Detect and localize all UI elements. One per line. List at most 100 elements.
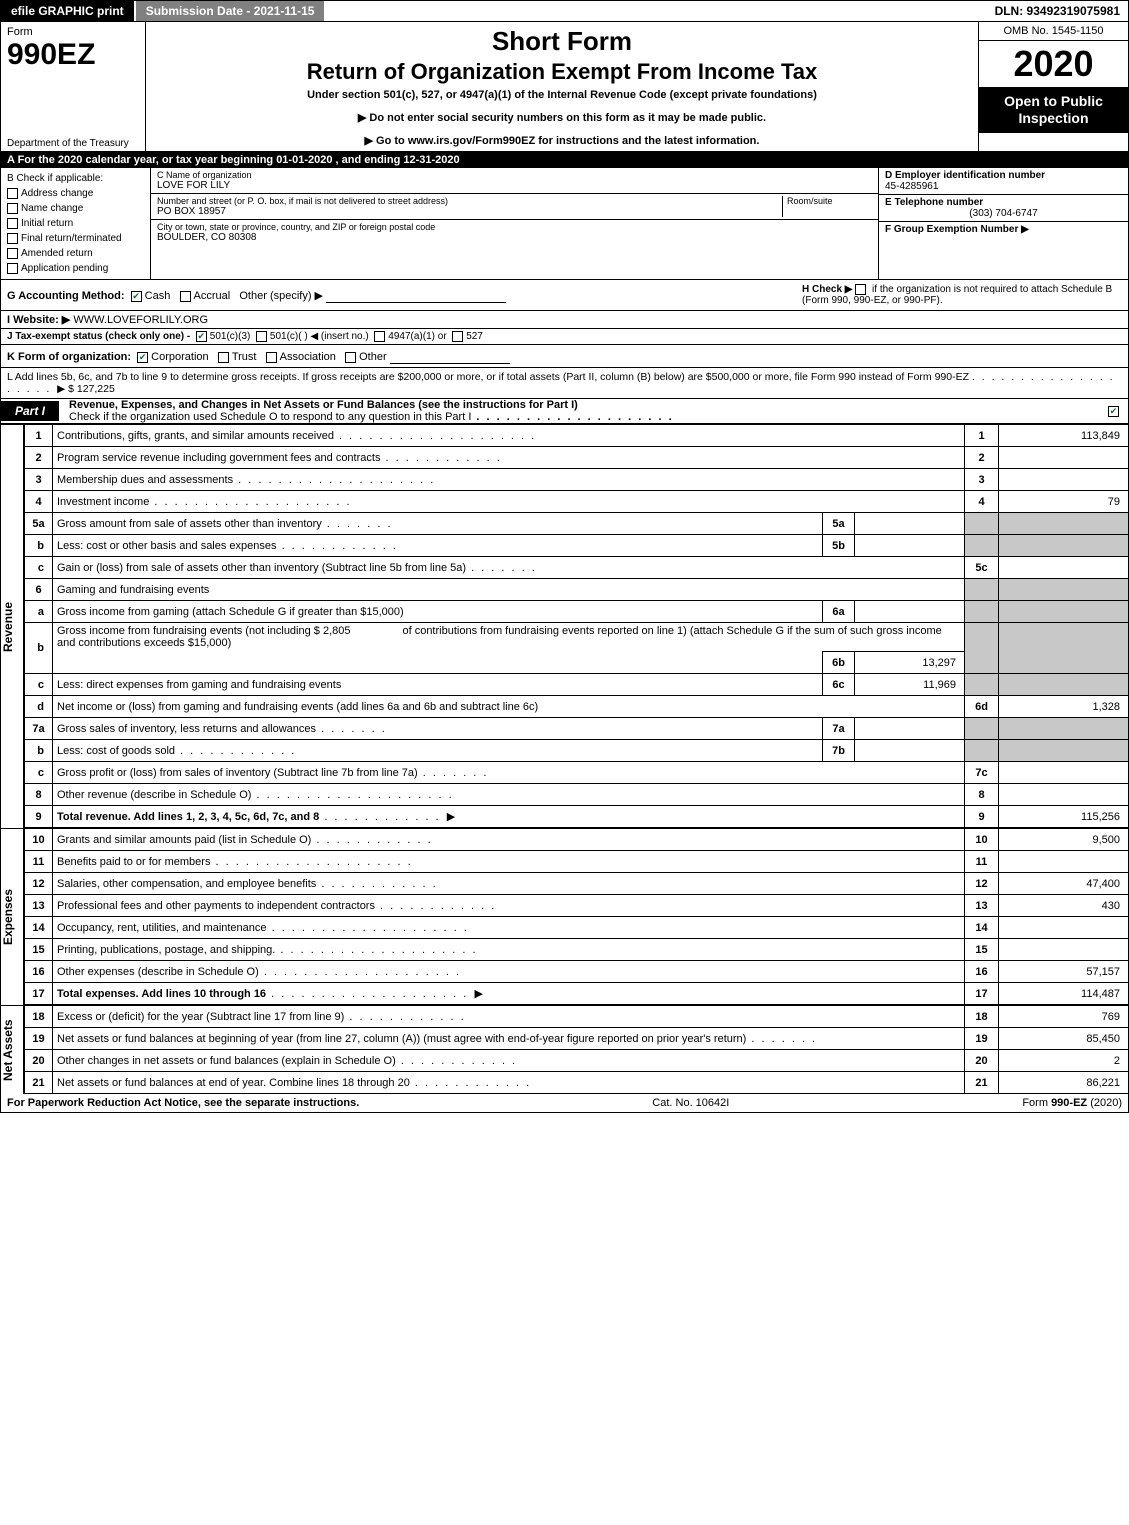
- omb-number: OMB No. 1545-1150: [979, 22, 1128, 41]
- toolbar-spacer: [326, 1, 986, 21]
- chk-501c3[interactable]: [196, 331, 207, 342]
- line-20: 20 Other changes in net assets or fund b…: [25, 1050, 1129, 1072]
- line-17: 17 Total expenses. Add lines 10 through …: [25, 983, 1129, 1005]
- chk-schedule-o[interactable]: [1108, 406, 1119, 417]
- line-14: 14 Occupancy, rent, utilities, and maint…: [25, 917, 1129, 939]
- page-footer: For Paperwork Reduction Act Notice, see …: [0, 1094, 1129, 1113]
- chk-corporation[interactable]: [137, 352, 148, 363]
- chk-address-change[interactable]: Address change: [7, 186, 144, 201]
- revenue-vlabel: Revenue: [0, 424, 24, 828]
- line-5c: c Gain or (loss) from sale of assets oth…: [25, 557, 1129, 579]
- k-assoc: Association: [280, 351, 336, 363]
- chk-527[interactable]: [452, 331, 463, 342]
- l-amount: ▶ $ 127,225: [57, 383, 115, 395]
- line-6b: b Gross income from fundraising events (…: [25, 623, 1129, 652]
- chk-amended-return[interactable]: Amended return: [7, 246, 144, 261]
- line-6a: a Gross income from gaming (attach Sched…: [25, 601, 1129, 623]
- chk-initial-return[interactable]: Initial return: [7, 216, 144, 231]
- line-16: 16 Other expenses (describe in Schedule …: [25, 961, 1129, 983]
- subtitle: Under section 501(c), 527, or 4947(a)(1)…: [156, 89, 968, 101]
- line-10: 10 Grants and similar amounts paid (list…: [25, 829, 1129, 851]
- col-b-check: B Check if applicable: Address change Na…: [1, 168, 151, 279]
- chk-accrual[interactable]: [180, 291, 191, 302]
- line-7b: b Less: cost of goods sold 7b: [25, 740, 1129, 762]
- chk-association[interactable]: [266, 352, 277, 363]
- submission-date-button[interactable]: Submission Date - 2021-11-15: [136, 1, 327, 21]
- line-3: 3 Membership dues and assessments 3: [25, 469, 1129, 491]
- title-return: Return of Organization Exempt From Incom…: [156, 59, 968, 85]
- part1-title: Revenue, Expenses, and Changes in Net As…: [69, 399, 578, 411]
- department-label: Department of the Treasury: [7, 138, 129, 149]
- line-5b: b Less: cost or other basis and sales ex…: [25, 535, 1129, 557]
- line-8: 8 Other revenue (describe in Schedule O)…: [25, 784, 1129, 806]
- line-15: 15 Printing, publications, postage, and …: [25, 939, 1129, 961]
- c-name-label: C Name of organization: [157, 170, 872, 180]
- c-addr-label: Number and street (or P. O. box, if mail…: [157, 196, 782, 206]
- h-text3: (Form 990, 990-EZ, or 990-PF).: [802, 295, 943, 306]
- inspect-line1: Open to Public: [1004, 93, 1103, 109]
- col-def: D Employer identification number 45-4285…: [878, 168, 1128, 279]
- chk-h[interactable]: [855, 284, 866, 295]
- line-6: 6 Gaming and fundraising events: [25, 579, 1129, 601]
- line-7a: 7a Gross sales of inventory, less return…: [25, 718, 1129, 740]
- k-trust: Trust: [232, 351, 257, 363]
- chk-501c[interactable]: [256, 331, 267, 342]
- g-cash: Cash: [145, 290, 171, 302]
- row-a-tax-year: A For the 2020 calendar year, or tax yea…: [0, 152, 1129, 168]
- form-word: Form: [7, 26, 139, 38]
- line-13: 13 Professional fees and other payments …: [25, 895, 1129, 917]
- part1-header: Part I Revenue, Expenses, and Changes in…: [0, 399, 1129, 424]
- line-11: 11 Benefits paid to or for members 11: [25, 851, 1129, 873]
- h-prefix: H Check ▶: [802, 284, 855, 295]
- k-other: Other: [359, 351, 387, 363]
- k-other-input[interactable]: [390, 348, 510, 364]
- chk-name-change[interactable]: Name change: [7, 201, 144, 216]
- line-5a: 5a Gross amount from sale of assets othe…: [25, 513, 1129, 535]
- chk-cash[interactable]: [131, 291, 142, 302]
- c-name-value: LOVE FOR LILY: [157, 180, 872, 191]
- revenue-table: 1 Contributions, gifts, grants, and simi…: [24, 424, 1129, 828]
- header-mid: Short Form Return of Organization Exempt…: [146, 22, 978, 151]
- net-assets-table: 18 Excess or (deficit) for the year (Sub…: [24, 1005, 1129, 1094]
- chk-other-org[interactable]: [345, 352, 356, 363]
- header-left: Form 990EZ Department of the Treasury: [1, 22, 146, 151]
- line-19: 19 Net assets or fund balances at beginn…: [25, 1028, 1129, 1050]
- title-short-form: Short Form: [156, 26, 968, 57]
- j-501c: 501(c)( ) ◀ (insert no.): [270, 331, 369, 342]
- col-c-org: C Name of organization LOVE FOR LILY Num…: [151, 168, 878, 279]
- tax-year: 2020: [979, 41, 1128, 87]
- footer-left: For Paperwork Reduction Act Notice, see …: [7, 1097, 359, 1109]
- line-9: 9 Total revenue. Add lines 1, 2, 3, 4, 5…: [25, 806, 1129, 828]
- g-other: Other (specify) ▶: [239, 290, 323, 302]
- chk-final-return[interactable]: Final return/terminated: [7, 231, 144, 246]
- dln-label: DLN: 93492319075981: [987, 1, 1128, 21]
- top-toolbar: efile GRAPHIC print Submission Date - 20…: [0, 0, 1129, 22]
- i-website-value[interactable]: WWW.LOVEFORLILY.ORG: [73, 314, 208, 326]
- line-21: 21 Net assets or fund balances at end of…: [25, 1072, 1129, 1094]
- expenses-table: 10 Grants and similar amounts paid (list…: [24, 828, 1129, 1005]
- open-to-public: Open to Public Inspection: [979, 87, 1128, 133]
- part1-check-line: Check if the organization used Schedule …: [69, 411, 471, 423]
- net-assets-section: Net Assets 18 Excess or (deficit) for th…: [0, 1005, 1129, 1094]
- chk-4947[interactable]: [374, 331, 385, 342]
- j-501c3: 501(c)(3): [210, 331, 251, 342]
- line-18: 18 Excess or (deficit) for the year (Sub…: [25, 1006, 1129, 1028]
- block-bcdef: B Check if applicable: Address change Na…: [0, 168, 1129, 280]
- chk-application-pending[interactable]: Application pending: [7, 261, 144, 276]
- chk-trust[interactable]: [218, 352, 229, 363]
- g-other-input[interactable]: [326, 287, 506, 303]
- row-h: H Check ▶ if the organization is not req…: [802, 284, 1122, 306]
- goto-link[interactable]: ▶ Go to www.irs.gov/Form990EZ for instru…: [156, 134, 968, 147]
- section-ghij: G Accounting Method: Cash Accrual Other …: [0, 280, 1129, 345]
- j-label: J Tax-exempt status (check only one) -: [7, 331, 190, 342]
- efile-print-button[interactable]: efile GRAPHIC print: [1, 1, 136, 21]
- k-label: K Form of organization:: [7, 351, 131, 363]
- k-corp: Corporation: [151, 351, 208, 363]
- i-label: I Website: ▶: [7, 314, 70, 326]
- net-assets-vlabel: Net Assets: [0, 1005, 24, 1094]
- revenue-section: Revenue 1 Contributions, gifts, grants, …: [0, 424, 1129, 828]
- line-2: 2 Program service revenue including gove…: [25, 447, 1129, 469]
- c-city-label: City or town, state or province, country…: [157, 222, 435, 232]
- e-phone-value: (303) 704-6747: [885, 208, 1122, 219]
- line-6c: c Less: direct expenses from gaming and …: [25, 674, 1129, 696]
